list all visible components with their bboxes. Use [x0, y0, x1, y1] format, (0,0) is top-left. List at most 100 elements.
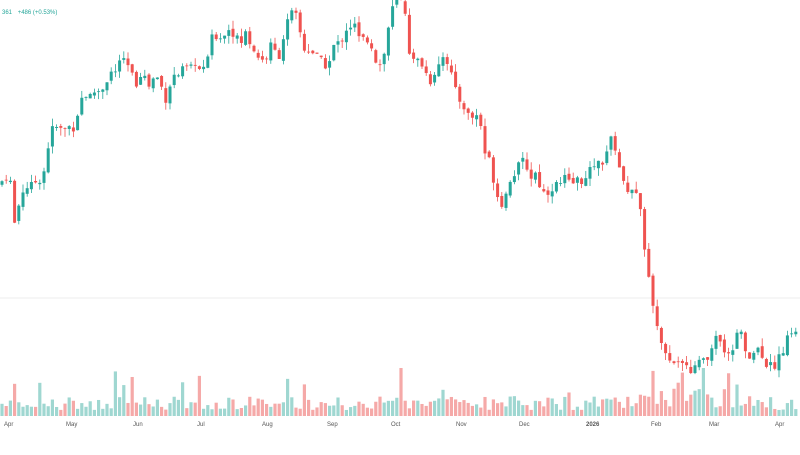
volume-bar [634, 403, 638, 416]
volume-bar [790, 399, 794, 416]
volume-bar [269, 406, 273, 416]
volume-bar [491, 399, 495, 416]
candle-body [294, 10, 298, 13]
candle-body [638, 193, 642, 210]
candle-body [113, 71, 117, 73]
volume-bar [567, 392, 571, 416]
candle-body [122, 58, 126, 60]
volume-bar [386, 400, 390, 416]
x-tick-label: 2026 [586, 422, 600, 428]
candle-body [155, 77, 159, 80]
volume-bar [235, 409, 239, 416]
volume-bar [323, 403, 327, 416]
candle-body [361, 34, 365, 37]
volume-bar [756, 399, 760, 416]
candle-body [647, 248, 651, 277]
candle-body [210, 34, 214, 56]
volume-bar [105, 403, 109, 416]
candle-body [290, 10, 294, 21]
candle-body [248, 31, 252, 45]
volume-bar [353, 405, 357, 416]
candle-body [634, 189, 638, 193]
volume-bar [533, 400, 537, 416]
candle-body [386, 27, 390, 56]
volume-bar [126, 402, 130, 416]
volume-bar [63, 403, 67, 416]
candle-body [672, 361, 676, 364]
volume-bar [462, 400, 466, 416]
candle-body [286, 19, 290, 40]
volume-bar [281, 402, 285, 416]
candle-body [231, 28, 235, 37]
volume-bar [319, 402, 323, 416]
volume-bar [349, 407, 353, 416]
candle-body [302, 33, 306, 51]
candle-body [332, 44, 336, 61]
volume-bar [748, 396, 752, 416]
candle-body [340, 40, 344, 42]
volume-bar [399, 368, 403, 416]
candle-body [756, 347, 760, 353]
volume-bar [67, 397, 71, 416]
volume-bar [382, 402, 386, 416]
volume-bar [391, 400, 395, 416]
candle-body [748, 352, 752, 359]
candle-body [491, 157, 495, 183]
volume-bar [160, 406, 164, 416]
volume-bar [739, 405, 743, 416]
volume-bar [403, 400, 407, 416]
volume-bar [248, 396, 252, 416]
candle-body [500, 195, 504, 207]
volume-bar [622, 407, 626, 416]
candle-body [256, 52, 260, 58]
candle-body [785, 335, 789, 356]
candle-body [357, 22, 361, 37]
volume-bar [420, 403, 424, 416]
candle-body [651, 275, 655, 306]
candle-body [685, 362, 689, 366]
candle-body [8, 180, 12, 183]
candle-body [601, 162, 605, 165]
volume-bar [710, 397, 714, 416]
volume-bar [370, 408, 374, 416]
volume-bar [655, 403, 659, 416]
candle-body [160, 75, 164, 87]
volume-bar [42, 403, 46, 416]
volume-bar [437, 398, 441, 416]
volume-bar [546, 397, 550, 416]
candle-body [504, 193, 508, 208]
volume-bar [626, 396, 630, 416]
volume-bar [601, 399, 605, 416]
volume-bar [588, 402, 592, 416]
volume-bar [659, 391, 663, 416]
volume-bar [630, 406, 634, 416]
candle-body [168, 86, 172, 104]
candle-body [735, 332, 739, 349]
candle-body [626, 182, 630, 192]
candle-body [458, 86, 462, 102]
candle-body [445, 57, 449, 64]
x-tick-label: Dec [519, 422, 530, 428]
candle-body [176, 75, 180, 77]
volume-bar [231, 399, 235, 416]
volume-bar [357, 401, 361, 416]
volume-bar [664, 399, 668, 416]
volume-bar [605, 398, 609, 416]
candle-body [382, 53, 386, 65]
volume-bar [706, 394, 710, 416]
candle-body [407, 14, 411, 54]
volume-bar [374, 401, 378, 416]
candle-body [454, 71, 458, 88]
candle-body [353, 23, 357, 28]
volume-bar [777, 409, 781, 416]
candle-body [584, 178, 588, 186]
volume-bar [71, 400, 75, 416]
volume-bar [542, 406, 546, 416]
candle-body [773, 362, 777, 369]
volume-bar [298, 408, 302, 416]
candle-body [496, 183, 500, 198]
volume-bar [172, 396, 176, 416]
candle-body [206, 56, 210, 68]
candle-body [13, 180, 17, 223]
volume-bar [206, 405, 210, 416]
